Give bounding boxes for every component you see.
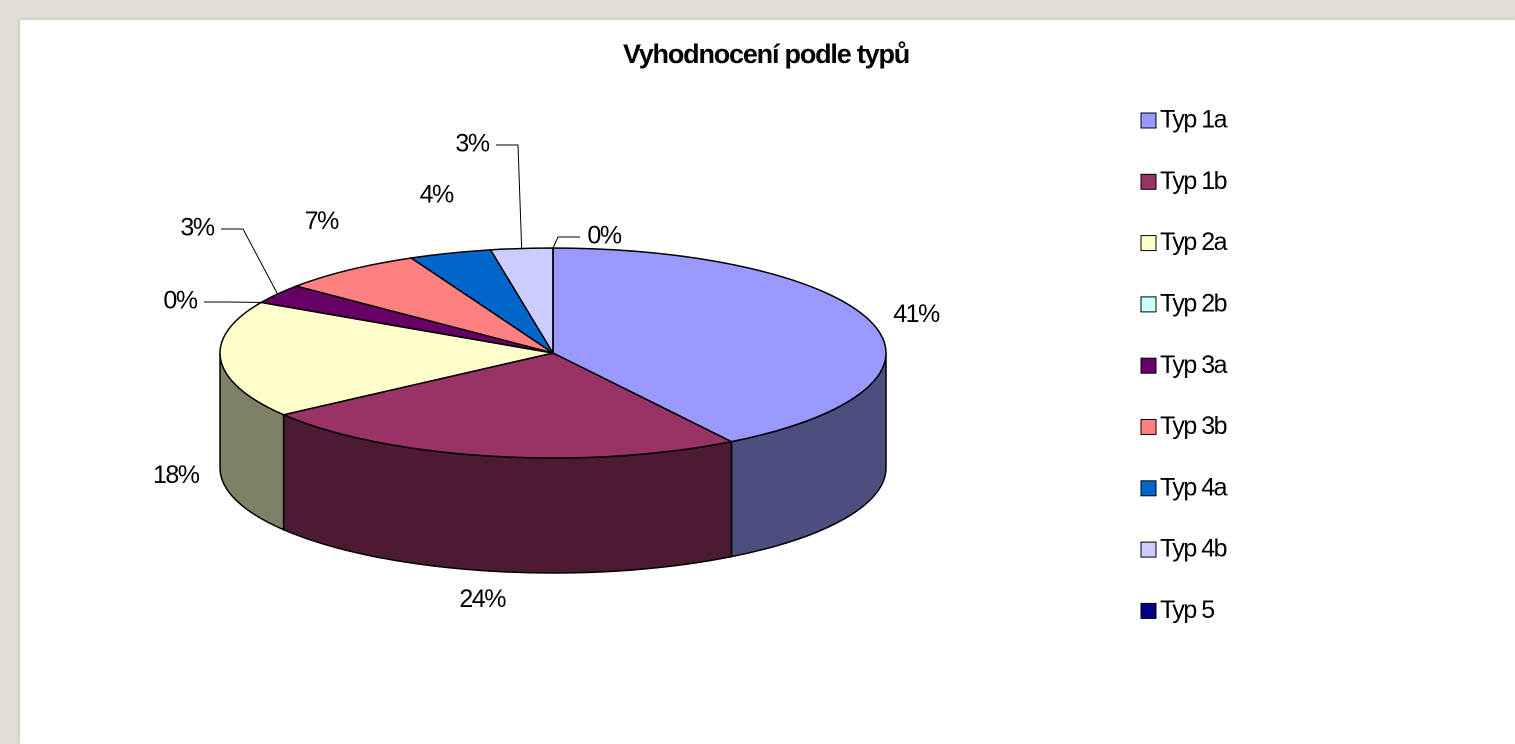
- data-label: 3%: [180, 214, 214, 242]
- legend-label: Typ 2b: [1160, 290, 1227, 318]
- legend-swatch: [1140, 602, 1157, 619]
- leader-line: [552, 236, 580, 249]
- legend-swatch: [1140, 541, 1157, 558]
- legend-label: Typ 5: [1160, 596, 1214, 624]
- data-label: 0%: [587, 222, 621, 250]
- legend-swatch: [1140, 296, 1157, 313]
- legend-swatch: [1140, 112, 1157, 129]
- chart-title: Vyhodnocení podle typů: [623, 39, 909, 69]
- legend-swatch: [1140, 235, 1157, 252]
- legend-label: Typ 1a: [1160, 106, 1228, 134]
- legend-swatch: [1140, 419, 1157, 435]
- legend-label: Typ 4b: [1160, 535, 1227, 563]
- legend-label: Typ 1b: [1160, 167, 1227, 195]
- legend-swatch: [1140, 173, 1157, 190]
- slice: [293, 257, 554, 354]
- data-label: 18%: [153, 461, 200, 489]
- legend-label: Typ 4a: [1160, 473, 1228, 501]
- legend-swatch: [1140, 357, 1157, 374]
- data-label: 0%: [163, 287, 197, 315]
- data-label: 7%: [305, 207, 339, 235]
- legend-swatch: [1140, 480, 1157, 497]
- legend-label: Typ 3b: [1160, 412, 1227, 440]
- legend-label: Typ 2a: [1160, 228, 1228, 256]
- slice: [552, 247, 887, 443]
- leader-line: [496, 144, 523, 249]
- legend-label: Typ 3a: [1160, 351, 1228, 379]
- data-label: 41%: [893, 300, 940, 328]
- data-label: 24%: [459, 585, 506, 613]
- slice: [219, 301, 554, 416]
- data-label: 4%: [420, 181, 454, 209]
- slice: [281, 352, 734, 459]
- leader-line: [221, 228, 279, 295]
- data-label: 3%: [455, 130, 489, 158]
